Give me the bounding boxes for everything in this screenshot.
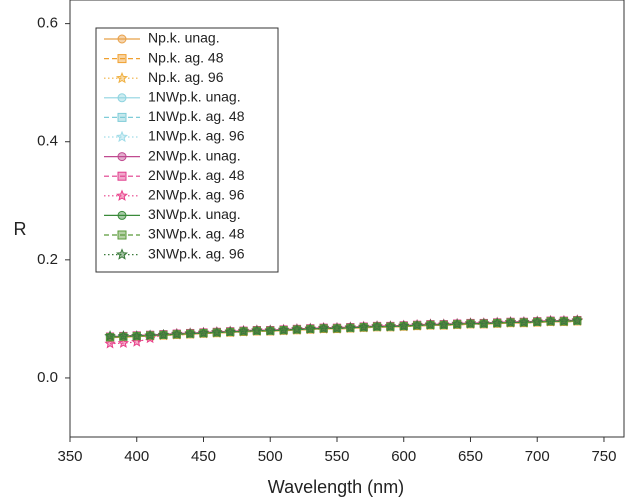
y-tick-label: 0.6 — [37, 15, 58, 32]
marker — [237, 325, 250, 337]
legend-label: 1NWp.k. ag. 96 — [148, 128, 245, 144]
marker — [518, 316, 530, 328]
x-tick-label: 650 — [458, 448, 483, 465]
marker — [504, 316, 517, 328]
x-tick-label: 550 — [324, 448, 349, 465]
series-line — [110, 320, 578, 338]
legend-label: 1NWp.k. ag. 48 — [148, 108, 245, 124]
marker — [464, 317, 477, 329]
legend-label: 2NWp.k. unag. — [148, 147, 241, 163]
marker — [117, 330, 130, 341]
marker — [358, 321, 370, 332]
marker — [544, 315, 557, 327]
marker — [184, 327, 196, 339]
marker — [384, 320, 396, 332]
legend-label: 2NWp.k. ag. 48 — [148, 167, 245, 183]
marker — [116, 130, 128, 143]
legend-label: 3NWp.k. ag. 96 — [148, 245, 245, 261]
legend: Np.k. unag. Np.k. ag. 48 Np.k. ag. 96 1NWp.… — [104, 30, 245, 261]
y-axis-label: R — [14, 219, 27, 239]
marker — [117, 54, 127, 64]
x-axis-label: Wavelength (nm) — [268, 477, 404, 497]
marker — [344, 321, 356, 333]
marker — [491, 317, 503, 328]
marker — [117, 112, 127, 122]
marker — [117, 93, 127, 103]
x-tick-label: 500 — [258, 448, 283, 465]
marker — [251, 324, 263, 336]
marker — [117, 337, 130, 348]
marker — [211, 326, 223, 338]
legend-label: Np.k. ag. 48 — [148, 49, 224, 65]
marker — [116, 248, 128, 260]
marker — [144, 329, 156, 341]
legend-label: Np.k. ag. 96 — [148, 69, 224, 85]
marker — [117, 34, 127, 44]
marker — [411, 319, 423, 331]
marker — [157, 328, 170, 340]
x-tick-label: 450 — [191, 448, 216, 465]
marker — [224, 325, 236, 337]
legend-label: 3NWp.k. unag. — [148, 206, 241, 222]
marker — [531, 315, 543, 327]
marker — [104, 330, 116, 341]
marker — [117, 210, 127, 220]
marker — [398, 320, 410, 331]
marker — [105, 333, 115, 342]
marker — [264, 324, 276, 336]
marker — [371, 320, 383, 332]
y-tick-label: 0.0 — [37, 369, 58, 386]
marker — [117, 152, 127, 162]
marker — [478, 317, 490, 329]
x-tick-label: 350 — [57, 448, 82, 465]
marker — [116, 71, 128, 84]
marker — [291, 323, 303, 335]
marker — [571, 314, 583, 326]
marker — [318, 322, 330, 334]
marker — [451, 318, 463, 329]
marker — [331, 322, 343, 334]
x-tick-label: 400 — [124, 448, 149, 465]
marker — [104, 337, 116, 349]
marker — [277, 324, 290, 335]
legend-label: 3NWp.k. ag. 48 — [148, 226, 245, 242]
marker — [117, 230, 127, 240]
legend-label: 1NWp.k. unag. — [148, 89, 241, 105]
marker — [558, 315, 570, 327]
marker — [197, 327, 210, 338]
x-tick-label: 600 — [391, 448, 416, 465]
plot-frame — [69, 0, 625, 438]
legend-label: 2NWp.k. ag. 96 — [148, 187, 245, 203]
x-tick-label: 700 — [525, 448, 550, 465]
marker — [438, 318, 450, 330]
marker — [116, 189, 128, 201]
marker — [117, 171, 127, 181]
x-tick-label: 750 — [591, 448, 616, 465]
marker — [171, 328, 183, 340]
marker — [304, 323, 316, 334]
marker — [131, 330, 143, 341]
marker — [424, 318, 437, 330]
y-tick-label: 0.4 — [37, 133, 58, 150]
y-tick-label: 0.2 — [37, 251, 58, 268]
legend-label: Np.k. unag. — [148, 30, 220, 46]
